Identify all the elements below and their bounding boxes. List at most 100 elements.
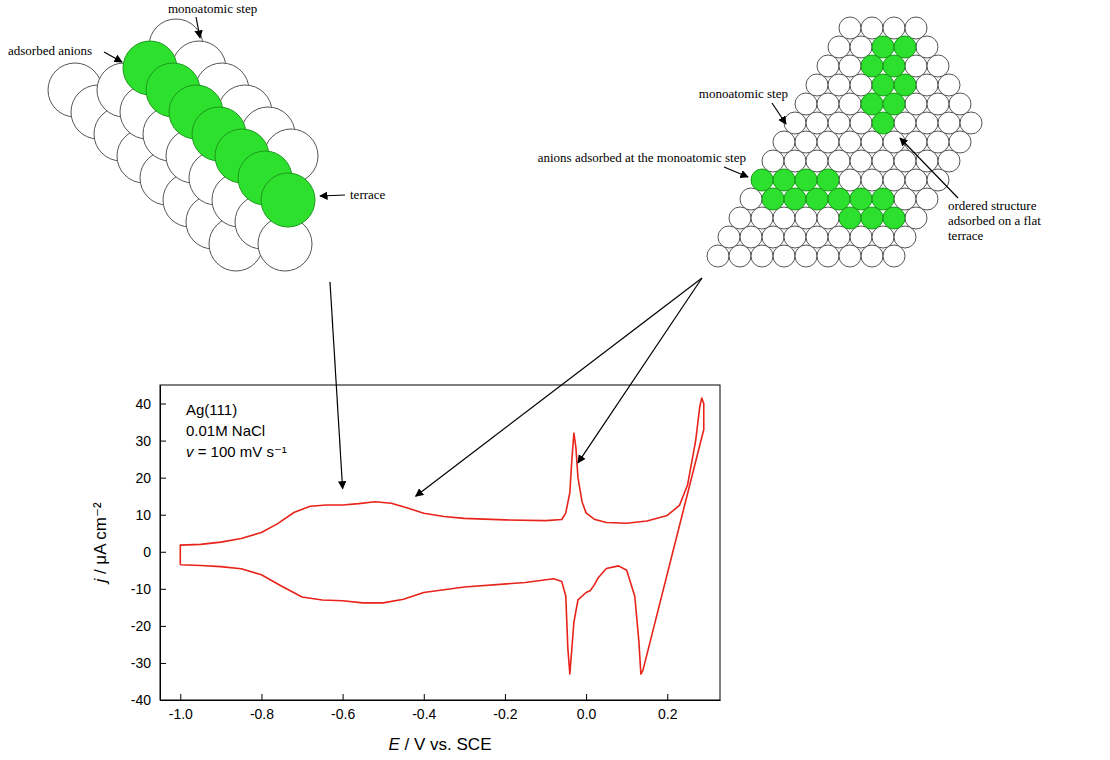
symbol: E — [389, 735, 401, 754]
surface-atom — [817, 207, 839, 229]
x-axis-line — [161, 700, 721, 701]
surface-atom — [905, 131, 927, 153]
surface-atom — [806, 150, 828, 172]
x-tick-mark — [424, 694, 425, 700]
cv-curve — [180, 398, 703, 674]
label-arrow — [320, 195, 345, 196]
surface-atom — [707, 245, 729, 267]
y-tick: -30 — [131, 655, 166, 671]
x-tick: -1.0 — [169, 694, 193, 722]
surface-atom — [883, 169, 905, 191]
surface-atom — [938, 112, 960, 134]
surface-atom — [861, 245, 883, 267]
y-tick-mark — [160, 589, 166, 590]
y-tick-mark — [160, 700, 166, 701]
surface-atom — [828, 36, 850, 58]
adsorbed-anion — [817, 169, 839, 191]
x-tick-mark — [343, 694, 344, 700]
surface-atom — [751, 245, 773, 267]
adsorbed-anion — [872, 112, 894, 134]
surface-atom — [894, 226, 916, 248]
y-axis-title: j / μA cm⁻² — [91, 502, 110, 585]
surface-atom — [806, 74, 828, 96]
surface-atom — [817, 55, 839, 77]
surface-atom — [850, 36, 872, 58]
text-rest: = 100 mV s⁻¹ — [194, 443, 287, 460]
x-tick-mark — [261, 694, 262, 700]
x-tick-label: -0.4 — [412, 706, 436, 722]
adsorbed-anion — [872, 74, 894, 96]
adsorbed-anion — [861, 55, 883, 77]
surface-atom — [883, 245, 905, 267]
surface-atom — [916, 112, 938, 134]
surface-atom — [894, 188, 916, 210]
surface-atom — [817, 131, 839, 153]
surface-atom — [773, 207, 795, 229]
surface-atom — [839, 245, 861, 267]
x-tick-label: -1.0 — [169, 706, 193, 722]
y-axis: -40-30-20-10010203040 — [131, 386, 166, 708]
y-tick-mark — [160, 478, 166, 479]
surface-atom — [839, 93, 861, 115]
label-arrow — [900, 138, 958, 198]
surface-atom — [729, 245, 751, 267]
label-arrow — [104, 52, 122, 62]
curve-pointer — [416, 278, 702, 496]
surface-atom — [949, 131, 971, 153]
surface-atom — [828, 226, 850, 248]
chart: -1.0-0.8-0.6-0.4-0.20.00.2-40-30-20-1001… — [91, 385, 721, 754]
curve-pointer — [330, 282, 343, 489]
adsorbed-anion — [751, 169, 773, 191]
surface-atom — [872, 150, 894, 172]
surface-atom — [960, 112, 982, 134]
y-tick: 30 — [135, 433, 166, 449]
surface-atom — [795, 245, 817, 267]
y-tick-label: 10 — [135, 507, 151, 523]
surface-atom — [905, 169, 927, 191]
x-tick-label: -0.6 — [331, 706, 355, 722]
x-tick: -0.2 — [493, 694, 517, 722]
surface-atom — [916, 36, 938, 58]
adsorbed-anion — [828, 188, 850, 210]
surface-atom — [916, 150, 938, 172]
x-tick-label: -0.2 — [493, 706, 517, 722]
y-tick-mark — [160, 441, 166, 442]
surface-atom — [861, 131, 883, 153]
x-axis: -1.0-0.8-0.6-0.4-0.20.00.2 — [161, 694, 721, 722]
surface-atom — [828, 112, 850, 134]
surface-atom — [905, 207, 927, 229]
label-line: adsorbed on a flat — [948, 213, 1041, 228]
adsorbed-anion — [883, 55, 905, 77]
adsorbed-anion — [872, 188, 894, 210]
adsorbed-anion — [883, 93, 905, 115]
surface-atom — [784, 226, 806, 248]
adsorbed-anion — [883, 207, 905, 229]
surface-atom — [850, 112, 872, 134]
y-tick-label: 30 — [135, 433, 151, 449]
surface-atom — [740, 226, 762, 248]
surface-atom — [894, 112, 916, 134]
adsorbed-anion — [261, 173, 315, 227]
y-tick-label: -40 — [131, 692, 151, 708]
surface-atom — [828, 150, 850, 172]
annotation: v = 100 mV s⁻¹ — [186, 443, 287, 460]
text-rest: / μA cm⁻² — [91, 502, 110, 579]
adsorbed-anion — [762, 188, 784, 210]
surface-atom — [817, 245, 839, 267]
adsorbed-anion — [872, 36, 894, 58]
adsorbed-anion — [861, 207, 883, 229]
plot-frame — [160, 385, 720, 700]
surface-atom — [861, 17, 883, 39]
surface-atom — [927, 169, 949, 191]
adsorbed-anion — [894, 36, 916, 58]
diagram-label: anions adsorbed at the monoatomic step — [538, 150, 746, 165]
surface-atom — [927, 93, 949, 115]
adsorbed-anion — [806, 188, 828, 210]
diagram-label: monoatomic step — [168, 1, 257, 16]
surface-atom — [872, 226, 894, 248]
surface-atom — [949, 93, 971, 115]
y-tick: -10 — [131, 581, 166, 597]
surface-atom — [839, 131, 861, 153]
surface-atom — [795, 131, 817, 153]
surface-atom — [916, 74, 938, 96]
